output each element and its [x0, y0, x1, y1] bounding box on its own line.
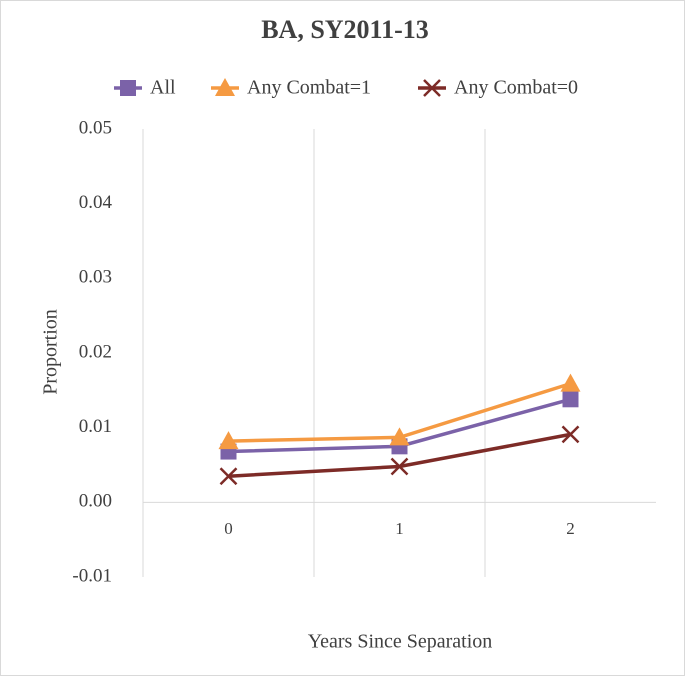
- legend-marker: [423, 79, 441, 97]
- x-tick-label: 2: [566, 519, 575, 538]
- marker: [219, 467, 238, 486]
- x-axis-label: Years Since Separation: [308, 631, 493, 653]
- chart-title: BA, SY2011-13: [261, 15, 429, 44]
- y-tick-label: 0.02: [79, 341, 112, 362]
- y-tick-label: 0.03: [79, 267, 112, 288]
- legend-marker: [120, 80, 136, 96]
- marker: [389, 427, 410, 446]
- y-tick-label: 0.05: [79, 117, 112, 138]
- marker: [218, 431, 239, 450]
- marker: [390, 457, 409, 476]
- y-tick-label: 0.04: [79, 192, 113, 213]
- marker: [561, 425, 580, 444]
- legend-label: Any Combat=0: [454, 77, 578, 99]
- marker: [562, 391, 579, 408]
- x-tick-label: 0: [224, 519, 233, 538]
- marker: [560, 373, 581, 392]
- x-tick-label: 1: [395, 519, 404, 538]
- legend-label: Any Combat=1: [247, 77, 371, 99]
- y-axis-label: Proportion: [40, 309, 62, 395]
- y-tick-label: 0.01: [79, 416, 112, 437]
- y-tick-label: -0.01: [72, 565, 112, 586]
- legend-marker: [215, 78, 235, 96]
- legend-label: All: [150, 77, 176, 99]
- y-tick-label: 0.00: [79, 491, 112, 512]
